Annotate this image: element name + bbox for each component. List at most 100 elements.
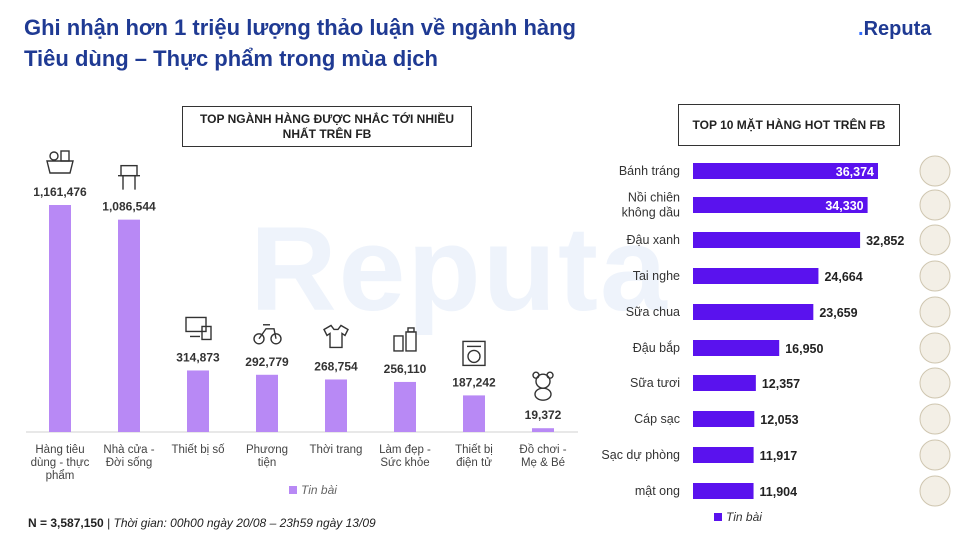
power-bank-icon [919,439,951,471]
appliance-icon-part [462,340,486,367]
right-bar [693,483,754,499]
right-legend-label: Tin bài [726,510,762,524]
appliance-icon [462,340,486,367]
clothing-icon-part [323,324,349,349]
right-data-label: 36,374 [836,165,874,179]
right-bar [693,304,814,320]
right-data-label: 24,664 [824,270,862,284]
right-data-label: 32,852 [866,234,904,248]
left-tick-label: Làm đẹp - [379,444,431,456]
headphone-icon-shape [919,260,951,292]
right-data-label: 12,357 [762,377,800,391]
left-tick-label: Thời trang [310,444,363,456]
clothing-icon [323,324,349,349]
right-legend-swatch [714,513,722,521]
left-tick-label: phẩm [46,470,75,482]
left-tick-label: điện tử [456,457,492,469]
charging-cable-icon-shape [919,403,951,435]
right-data-label: 11,917 [760,449,798,463]
left-bar [187,370,209,432]
okra-icon [919,332,951,364]
motorbike-icon [253,324,282,345]
right-bar [693,340,780,356]
cosmetics-icon-part [405,331,417,352]
left-legend-swatch [289,486,297,494]
honey-icon [919,475,951,507]
mung-bean-icon-shape [919,224,951,256]
air-fryer-icon [919,189,951,221]
motorbike-icon-part [258,328,277,340]
left-bar [532,428,554,432]
computer-devices-icon-part [185,316,207,333]
left-tick-label: Mẹ & Bé [521,457,565,469]
left-chart-title: TOP NGÀNH HÀNG ĐƯỢC NHẮC TỚI NHIỀU NHẤT … [182,106,472,147]
right-tick-label: Nồi chiên [628,191,680,205]
left-tick-label: Thiết bị số [171,444,225,456]
computer-devices-icon-part [201,325,212,341]
grocery-basket-icon-part [60,150,70,162]
rice-paper-icon [919,155,951,187]
right-tick-label: Cáp sạc [634,412,680,426]
left-tick-label: Thiết bị [455,444,493,456]
right-bar [693,375,756,391]
milk-icon-shape [919,367,951,399]
watermark: Reputa [250,202,669,336]
left-bar [256,374,278,432]
left-bar [463,395,485,432]
left-tick-label: Sức khỏe [380,457,429,469]
household-icon-part [120,164,138,177]
right-bar [693,197,868,213]
right-data-label: 11,904 [760,485,798,499]
left-tick-label: Đồ chơi - [519,444,566,456]
right-data-label: 16,950 [785,342,823,356]
title-line-1: Ghi nhận hơn 1 triệu lượng thảo luận về … [24,15,576,40]
time-range: Thời gian: 00h00 ngày 20/08 – 23h59 ngày… [113,516,376,530]
right-tick-label: Đậu bắp [633,340,680,355]
right-data-label: 12,053 [760,413,798,427]
right-bar [693,163,878,179]
left-tick-label: Nhà cửa - [103,444,154,456]
cosmetics-icon [393,327,417,352]
left-bar [49,205,71,432]
right-bar [693,232,861,248]
right-bar [693,268,819,284]
right-tick-label: Đậu xanh [626,233,680,247]
headphone-icon [919,260,951,292]
right-bar [693,411,755,427]
left-tick-label: dùng - thực [31,457,90,469]
teddy-bear-icon-part [532,371,540,379]
rice-paper-icon-shape [919,155,951,187]
right-data-label: 23,659 [819,306,857,320]
right-tick-label: Sữa tươi [630,376,680,390]
left-bar [394,381,416,432]
air-fryer-icon-shape [919,189,951,221]
appliance-icon-part [467,349,481,364]
footer-note: N = 3,587,150 | Thời gian: 00h00 ngày 20… [28,516,376,530]
left-legend-label: Tin bài [301,483,337,497]
left-tick-label: tiện [258,457,277,469]
right-bar [693,447,754,463]
motorbike-icon-part [253,333,265,345]
grocery-basket-icon-part [49,151,59,161]
grocery-basket-icon-part [46,160,74,174]
right-tick-label: Sữa chua [626,305,680,319]
cosmetics-icon-part [393,335,404,352]
right-tick-label: Sạc dự phòng [601,448,680,462]
right-tick-label: mật ong [635,484,680,498]
yogurt-icon [919,296,951,328]
left-bar [325,379,347,432]
mung-bean-icon [919,224,951,256]
sample-size: N = 3,587,150 [28,516,104,530]
title-line-2: Tiêu dùng – Thực phẩm trong mùa dịch [24,46,438,71]
charging-cable-icon [919,403,951,435]
teddy-bear-icon-part [534,387,552,401]
left-data-label: 256,110 [384,362,427,376]
yogurt-icon-shape [919,296,951,328]
left-data-label: 314,873 [176,350,220,364]
cosmetics-icon-part [407,327,415,333]
left-data-label: 19,372 [525,408,562,422]
left-data-label: 268,754 [314,359,358,373]
teddy-bear-icon [532,371,554,401]
page-title: Ghi nhận hơn 1 triệu lượng thảo luận về … [24,12,644,74]
teddy-bear-icon-part [546,371,554,379]
